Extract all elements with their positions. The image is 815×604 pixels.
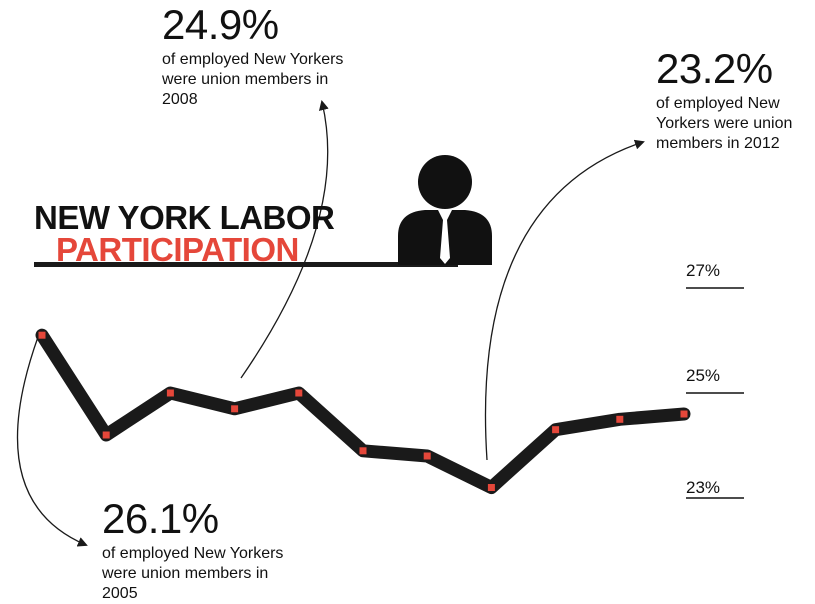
callout-2012-line2: Yorkers were union xyxy=(656,115,793,132)
data-point-2010 xyxy=(359,447,367,455)
callout-2005-line2: were union members in xyxy=(102,565,269,582)
y-tick-label-23: 23% xyxy=(686,478,721,497)
data-point-2005 xyxy=(38,331,46,339)
callout-2012-line3: members in 2012 xyxy=(656,135,780,152)
callout-2008-line2: were union members in xyxy=(162,71,329,88)
callout-2012-line1: of employed New xyxy=(656,95,780,112)
data-point-2006 xyxy=(102,431,110,439)
callout-2005: 26.1% of employed New Yorkers were union… xyxy=(102,498,283,604)
data-point-2012 xyxy=(487,484,495,491)
arrow-2012 xyxy=(484,139,645,461)
callout-2005-line1: of employed New Yorkers xyxy=(102,545,284,562)
callout-2005-text: of employed New Yorkers were union membe… xyxy=(102,544,283,604)
callout-2008-line3: 2008 xyxy=(162,91,198,108)
y-tick-label-27: 27% xyxy=(686,261,721,280)
data-point-2009 xyxy=(295,389,303,397)
businessman-icon xyxy=(398,155,492,265)
arrow-2008 xyxy=(240,100,329,379)
data-point-2014 xyxy=(616,415,624,423)
arrow-2005 xyxy=(16,336,88,547)
data-point-2011 xyxy=(423,452,431,460)
series-line xyxy=(35,328,691,494)
callout-2012-value: 23.2% xyxy=(656,45,773,92)
callout-2012: 23.2% of employed New Yorkers were union… xyxy=(656,48,792,154)
callout-2008-value: 24.9% xyxy=(162,1,279,48)
callout-2012-text: of employed New Yorkers were union membe… xyxy=(656,94,792,154)
callout-2005-value: 26.1% xyxy=(102,495,219,542)
data-point-2015 xyxy=(680,410,688,418)
data-point-2007 xyxy=(166,389,174,397)
title-underline xyxy=(34,262,458,267)
title-line-2: PARTICIPATION xyxy=(56,231,299,268)
callout-2008-text: of employed New Yorkers were union membe… xyxy=(162,50,343,110)
callout-2005-line3: 2005 xyxy=(102,585,138,602)
callout-2008-line1: of employed New Yorkers xyxy=(162,51,344,68)
data-point-2013 xyxy=(552,426,560,434)
callout-2008: 24.9% of employed New Yorkers were union… xyxy=(162,4,343,110)
title-line-1: NEW YORK LABOR xyxy=(34,199,335,236)
y-axis-ticks xyxy=(686,287,744,499)
y-tick-label-25: 25% xyxy=(686,366,721,385)
data-point-2008 xyxy=(231,405,239,413)
data-markers xyxy=(38,331,688,491)
